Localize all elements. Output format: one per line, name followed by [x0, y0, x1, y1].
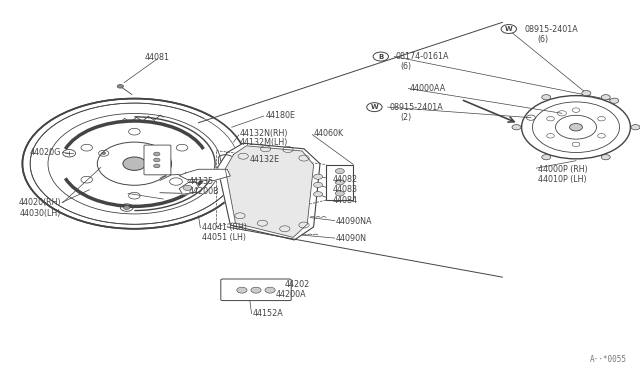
Circle shape — [335, 180, 344, 185]
Text: 08915-2401A: 08915-2401A — [389, 103, 443, 112]
Circle shape — [501, 25, 516, 33]
Circle shape — [154, 164, 160, 168]
Text: W: W — [505, 26, 513, 32]
Text: 44135: 44135 — [189, 177, 214, 186]
Circle shape — [117, 84, 124, 88]
Text: 44200B: 44200B — [189, 187, 220, 196]
Text: 44132E: 44132E — [250, 155, 280, 164]
FancyBboxPatch shape — [221, 279, 291, 301]
Text: 44020G: 44020G — [29, 148, 61, 157]
Text: 44082: 44082 — [333, 175, 358, 184]
FancyBboxPatch shape — [144, 145, 171, 175]
Text: 44041 (RH): 44041 (RH) — [202, 223, 246, 232]
Text: (6): (6) — [400, 62, 411, 71]
Text: A··*0055: A··*0055 — [590, 355, 627, 364]
FancyBboxPatch shape — [326, 164, 353, 200]
Polygon shape — [225, 146, 314, 237]
Text: W: W — [371, 104, 378, 110]
Text: 08915-2401A: 08915-2401A — [525, 25, 579, 33]
Polygon shape — [218, 143, 320, 240]
Circle shape — [602, 155, 611, 160]
Text: 44084: 44084 — [333, 196, 358, 205]
Circle shape — [373, 52, 388, 61]
Text: (6): (6) — [538, 35, 548, 44]
Circle shape — [610, 98, 619, 103]
Text: 44030(LH): 44030(LH) — [19, 209, 61, 218]
Circle shape — [163, 178, 167, 180]
Text: 44090N: 44090N — [336, 234, 367, 243]
Text: 44132M(LH): 44132M(LH) — [240, 138, 289, 147]
Text: 08174-0161A: 08174-0161A — [396, 52, 449, 61]
Text: 44060K: 44060K — [314, 129, 344, 138]
Circle shape — [367, 103, 382, 112]
Circle shape — [582, 90, 591, 96]
Circle shape — [102, 152, 106, 154]
Polygon shape — [179, 169, 230, 180]
Text: (2): (2) — [400, 113, 412, 122]
Text: 44020(RH): 44020(RH) — [18, 198, 61, 207]
Polygon shape — [179, 182, 198, 194]
Text: 44132N(RH): 44132N(RH) — [240, 129, 289, 138]
Circle shape — [335, 191, 344, 196]
Circle shape — [314, 182, 323, 187]
Circle shape — [570, 124, 582, 131]
Circle shape — [631, 125, 640, 130]
Circle shape — [541, 94, 550, 100]
Text: 44010P (LH): 44010P (LH) — [538, 175, 586, 184]
Circle shape — [154, 152, 160, 156]
Text: 44051 (LH): 44051 (LH) — [202, 233, 246, 242]
Text: 44200A: 44200A — [275, 290, 306, 299]
Circle shape — [541, 155, 550, 160]
Circle shape — [314, 192, 323, 197]
Circle shape — [251, 287, 261, 293]
Circle shape — [512, 125, 521, 130]
Text: 44000AA: 44000AA — [410, 84, 446, 93]
Text: 44152A: 44152A — [253, 309, 284, 318]
Circle shape — [123, 157, 146, 170]
Text: 44090NA: 44090NA — [336, 217, 372, 226]
Text: 44180E: 44180E — [266, 111, 296, 120]
Text: 44081: 44081 — [144, 53, 170, 62]
Circle shape — [314, 174, 323, 179]
Circle shape — [602, 94, 611, 100]
Circle shape — [237, 287, 247, 293]
Circle shape — [335, 169, 344, 174]
Text: 44083: 44083 — [333, 185, 358, 194]
Text: 44000P (RH): 44000P (RH) — [538, 165, 588, 174]
Text: 44202: 44202 — [285, 280, 310, 289]
Circle shape — [265, 287, 275, 293]
Circle shape — [154, 158, 160, 162]
Circle shape — [183, 185, 192, 190]
Circle shape — [124, 206, 130, 209]
Text: B: B — [378, 54, 383, 60]
Polygon shape — [160, 174, 195, 193]
